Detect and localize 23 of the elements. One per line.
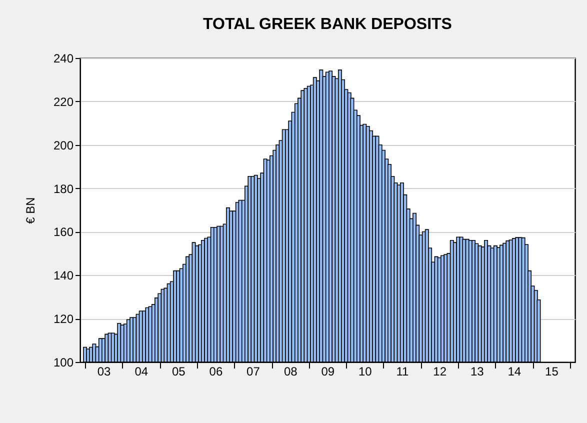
x-tick-label: 07 bbox=[246, 364, 260, 378]
x-tick-label: 04 bbox=[134, 364, 148, 378]
x-tick-label: 15 bbox=[545, 364, 559, 378]
x-tick-label: 13 bbox=[470, 364, 484, 378]
x-tick-label: 05 bbox=[172, 364, 186, 378]
x-tick-label: 03 bbox=[97, 364, 111, 378]
y-tick-label: 100 bbox=[53, 356, 74, 370]
x-tick-label: 09 bbox=[321, 364, 335, 378]
x-tick-label: 12 bbox=[433, 364, 447, 378]
y-tick-label: 220 bbox=[53, 94, 74, 109]
y-axis-title: € BN bbox=[23, 197, 38, 224]
y-tick-label: 200 bbox=[53, 138, 74, 152]
y-tick-label: 160 bbox=[53, 225, 74, 240]
y-tick-label: 140 bbox=[53, 268, 74, 283]
y-tick-label: 240 bbox=[53, 52, 74, 66]
y-tick-label: 120 bbox=[53, 312, 74, 326]
x-tick-label: 11 bbox=[396, 364, 410, 378]
chart-title: TOTAL GREEK BANK DEPOSITS bbox=[203, 16, 452, 33]
x-tick-label: 10 bbox=[358, 364, 372, 378]
x-tick-label: 08 bbox=[284, 364, 298, 378]
x-tick-label: 14 bbox=[508, 364, 522, 378]
x-tick-label: 06 bbox=[209, 364, 223, 378]
y-tick-label: 180 bbox=[53, 182, 74, 196]
